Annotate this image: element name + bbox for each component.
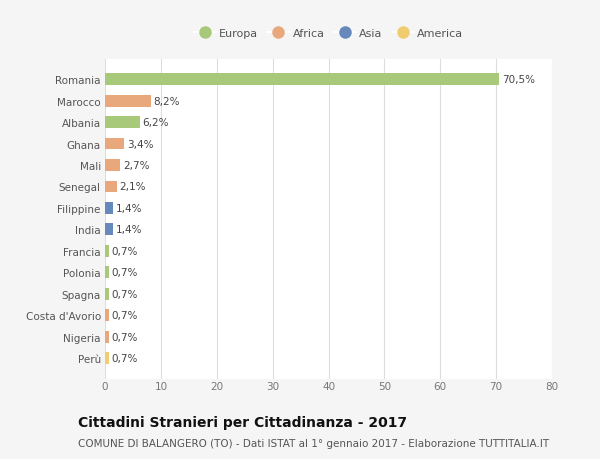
Text: 1,4%: 1,4% (116, 203, 142, 213)
Bar (105, 202, 113, 214)
Legend: Europa, Africa, Asia, America: Europa, Africa, Asia, America (191, 27, 466, 41)
Bar (105, 353, 109, 364)
Bar (105, 117, 140, 129)
Bar (105, 224, 113, 236)
Bar (105, 160, 120, 172)
Bar (105, 288, 109, 300)
Text: 70,5%: 70,5% (502, 75, 535, 85)
Bar (105, 138, 124, 150)
Text: 2,1%: 2,1% (119, 182, 146, 192)
Bar (105, 95, 151, 107)
Text: 0,7%: 0,7% (112, 246, 138, 256)
Text: Cittadini Stranieri per Cittadinanza - 2017: Cittadini Stranieri per Cittadinanza - 2… (78, 415, 407, 429)
Text: 0,7%: 0,7% (112, 353, 138, 363)
Text: COMUNE DI BALANGERO (TO) - Dati ISTAT al 1° gennaio 2017 - Elaborazione TUTTITAL: COMUNE DI BALANGERO (TO) - Dati ISTAT al… (78, 438, 549, 448)
Bar (105, 246, 109, 257)
Text: 0,7%: 0,7% (112, 289, 138, 299)
Bar (105, 181, 117, 193)
Text: 8,2%: 8,2% (154, 96, 180, 106)
Text: 3,4%: 3,4% (127, 139, 153, 149)
Text: 1,4%: 1,4% (116, 225, 142, 235)
Bar (105, 310, 109, 321)
Text: 0,7%: 0,7% (112, 310, 138, 320)
Bar (105, 267, 109, 279)
Text: 0,7%: 0,7% (112, 332, 138, 342)
Text: 6,2%: 6,2% (142, 118, 169, 128)
Text: 0,7%: 0,7% (112, 268, 138, 278)
Bar (105, 74, 499, 86)
Text: 2,7%: 2,7% (123, 161, 149, 171)
Bar (105, 331, 109, 343)
